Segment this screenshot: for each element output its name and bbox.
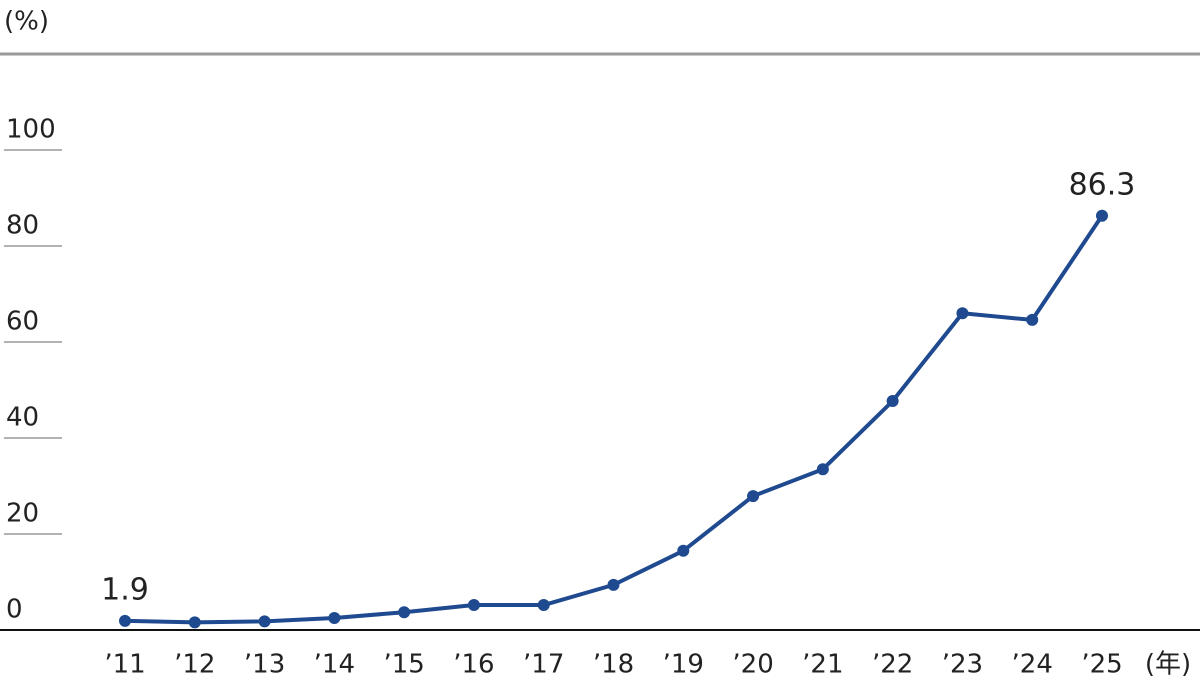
x-tick-label: ’22 <box>872 650 913 680</box>
point <box>537 599 550 612</box>
value-label: 86.3 <box>1069 167 1136 202</box>
y-tick-label: 0 <box>6 595 23 625</box>
point <box>1026 313 1039 326</box>
point <box>188 616 201 629</box>
y-tick-label: 100 <box>6 115 56 145</box>
x-tick-label: ’19 <box>663 650 704 680</box>
point <box>886 395 899 408</box>
x-tick-label: ’25 <box>1081 650 1122 680</box>
point <box>816 463 829 476</box>
x-tick-label: ’15 <box>383 650 424 680</box>
x-tick-label: ’14 <box>314 650 355 680</box>
x-tick-label: ’13 <box>244 650 285 680</box>
point <box>328 612 341 624</box>
y-tick-label: 40 <box>6 403 39 433</box>
x-tick-label: ’17 <box>523 650 564 680</box>
y-tick-label: 80 <box>6 211 39 241</box>
point <box>747 490 760 503</box>
x-tick-label: ’12 <box>174 650 215 680</box>
x-tick-label: ’24 <box>1012 650 1053 680</box>
x-tick-label: ’21 <box>802 650 843 680</box>
point <box>607 578 620 591</box>
x-tick-label: ’23 <box>942 650 983 680</box>
point <box>258 615 271 628</box>
y-tick-label: 60 <box>6 307 39 337</box>
x-tick-label: ’11 <box>104 650 145 680</box>
point <box>398 606 411 619</box>
x-unit: (年) <box>1145 650 1191 680</box>
point <box>467 599 480 612</box>
y-tick-label: 20 <box>6 499 39 529</box>
point <box>677 544 690 557</box>
x-tick-label: ’18 <box>593 650 634 680</box>
x-tick-label: ’16 <box>453 650 494 680</box>
line <box>124 214 1104 625</box>
y-unit: (%) <box>4 7 49 37</box>
x-tick-label: ’20 <box>732 650 773 680</box>
point <box>1096 209 1108 222</box>
value-label: 1.9 <box>101 572 149 607</box>
point <box>119 614 131 627</box>
point <box>956 307 969 320</box>
